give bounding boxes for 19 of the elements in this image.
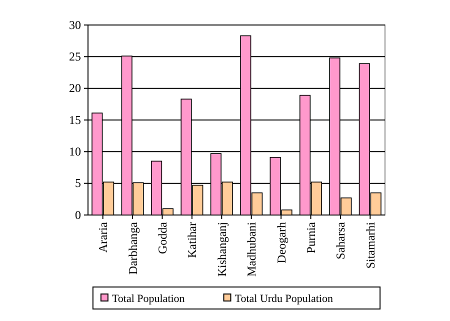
x-tick-label: Deogarh	[274, 222, 288, 264]
y-tick-label: 20	[69, 81, 81, 96]
y-tick-label: 10	[69, 144, 81, 159]
y-tick-label: 25	[69, 50, 81, 64]
x-tick-label: Darbhanga	[126, 221, 140, 275]
legend-label: Total Population	[112, 293, 186, 305]
y-tick-label: 5	[75, 176, 81, 190]
x-tick-label: Katihar	[185, 222, 200, 258]
x-tick-label: Sitamarhi	[363, 221, 378, 269]
x-tick-label: Kishanganj	[214, 222, 229, 277]
y-tick-label: 15	[69, 112, 81, 127]
x-tick-label: Godda	[155, 221, 170, 254]
x-tick-label: Purnia	[304, 221, 318, 254]
x-tick-label: Araria	[96, 221, 110, 253]
legend-label: Total Urdu Population	[234, 293, 334, 305]
x-tick-label: Saharsa	[334, 221, 348, 260]
y-tick-label: 0	[75, 208, 81, 222]
y-tick-label: 30	[69, 18, 81, 32]
x-tick-label: Madhubani	[244, 221, 259, 277]
